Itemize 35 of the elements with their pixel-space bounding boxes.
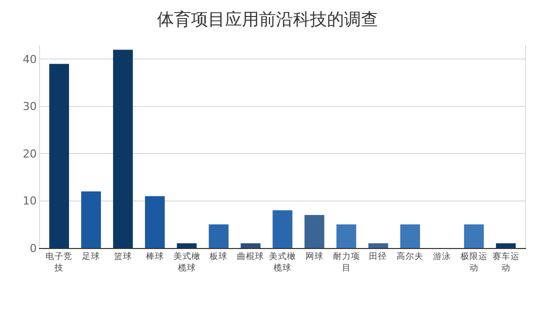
x-tick-label: 极限运动: [459, 251, 488, 274]
x-tick-label: 篮球: [114, 251, 132, 262]
bar: [368, 243, 388, 248]
bar: [144, 196, 165, 248]
bar: [113, 50, 133, 248]
x-tick-label: 耐力项目: [332, 251, 360, 274]
x-tick-label: 田径: [369, 251, 388, 262]
bar: [272, 210, 292, 248]
bar: [81, 191, 101, 248]
x-tick-label: 电子竞技: [46, 251, 73, 274]
x-tick-label: 棒球: [146, 251, 164, 262]
chart-title: 体育项目应用前沿科技的调查: [157, 10, 378, 30]
bar: [464, 224, 484, 248]
bar: [336, 224, 356, 248]
x-tick-label: 曲棍球: [237, 251, 264, 262]
y-tick-label: 20: [22, 147, 37, 160]
bar: [176, 243, 197, 248]
bar: [49, 64, 70, 248]
y-tick-label: 0: [30, 242, 37, 255]
x-tick-label: 足球: [82, 251, 100, 262]
y-tick-label: 40: [22, 53, 37, 66]
y-tick-label: 30: [22, 100, 37, 114]
y-tick-label: 10: [22, 194, 37, 208]
bar: [496, 243, 516, 248]
bar: [400, 224, 420, 248]
bar: [240, 243, 260, 248]
x-tick-label: 高尔夫: [396, 251, 424, 262]
x-tick-label: 美式橄榄球: [269, 251, 296, 274]
x-tick-label: 游泳: [433, 251, 452, 262]
bar: [208, 224, 229, 248]
bar: [304, 214, 324, 248]
x-tick-label: 网球: [305, 251, 324, 262]
x-tick-label: 美式橄榄球: [173, 251, 200, 274]
x-tick-label: 赛车运动: [492, 251, 520, 274]
x-tick-label: 板球: [208, 251, 228, 262]
